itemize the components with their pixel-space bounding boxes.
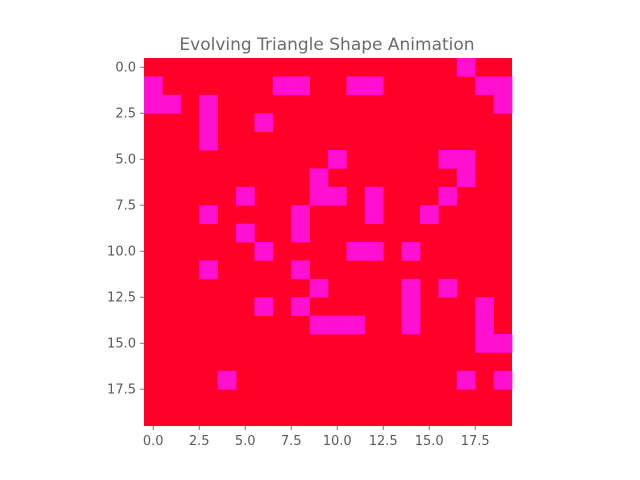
heatmap-cell [401, 278, 421, 298]
x-axis: 0.0 2.5 5.0 7.5 10.0 12.5 15.0 17.5 [143, 426, 490, 449]
heatmap-cell [364, 76, 384, 96]
heatmap-cell [199, 113, 218, 132]
heatmap-cell [456, 370, 476, 390]
heatmap-cell [162, 94, 182, 114]
x-tick-label: 15.0 [415, 434, 444, 449]
heatmap-cell [236, 223, 255, 243]
heatmap-cell [309, 186, 329, 206]
heatmap-cell [364, 205, 384, 224]
heatmap-cell [144, 94, 163, 114]
y-tick-label: 12.5 [107, 291, 136, 306]
x-tick-label: 12.5 [369, 434, 398, 449]
heatmap-cell [346, 315, 366, 335]
heatmap-cell [291, 297, 310, 316]
heatmap-cell [309, 315, 329, 335]
heatmap-cell [493, 334, 513, 353]
heatmap-cell [456, 150, 476, 169]
heatmap-cell [493, 370, 513, 390]
heatmap-cell [346, 76, 366, 96]
heatmap-cell [254, 242, 274, 261]
heatmap-cell [401, 297, 421, 316]
heatmap-cell [364, 242, 384, 261]
y-tick-label: 0.0 [115, 61, 136, 76]
chart-title: Evolving Triangle Shape Animation [179, 35, 474, 55]
heatmap-cell [493, 94, 513, 114]
heatmap-cell [401, 315, 421, 335]
y-tick-label: 7.5 [115, 199, 136, 214]
y-tick-label: 10.0 [107, 245, 136, 260]
heatmap-cell [420, 205, 439, 224]
heatmap-cell [291, 76, 310, 96]
heatmap-cell [272, 76, 292, 96]
y-tick-label: 17.5 [107, 383, 136, 398]
heatmap-cell [199, 260, 218, 280]
heatmap-cell [438, 278, 458, 298]
heatmap-cell [475, 334, 494, 353]
heatmap-cell [328, 315, 347, 335]
x-tick-label: 5.0 [235, 434, 256, 449]
heatmap-cell [309, 168, 329, 188]
heatmap-cells [144, 58, 513, 426]
heatmap-cell [456, 58, 476, 77]
heatmap-cell [254, 113, 274, 132]
heatmap-cell [401, 242, 421, 261]
heatmap-cell [475, 76, 494, 96]
heatmap-cell [346, 242, 366, 261]
heatmap-cell [199, 131, 218, 151]
heatmap-cell [456, 168, 476, 188]
x-tick-label: 0.0 [143, 434, 164, 449]
heatmap-cell [199, 94, 218, 114]
y-axis: 0.0 2.5 5.0 7.5 10.0 12.5 15.0 17.5 [107, 61, 144, 398]
heatmap-cell [364, 186, 384, 206]
x-tick-label: 7.5 [281, 434, 302, 449]
y-tick-label: 2.5 [115, 107, 136, 122]
heatmap-cell [291, 205, 310, 224]
heatmap-cell [254, 297, 274, 316]
x-tick-label: 10.0 [323, 434, 352, 449]
heatmap-cell [475, 315, 494, 335]
heatmap-cell [199, 205, 218, 224]
heatmap-cell [291, 260, 310, 280]
x-tick-label: 2.5 [189, 434, 210, 449]
heatmap-cell [493, 76, 513, 96]
heatmap-cell [328, 150, 347, 169]
heatmap-cell [438, 150, 458, 169]
heatmap-cell [438, 186, 458, 206]
heatmap-cell [236, 186, 255, 206]
heatmap-cell [291, 223, 310, 243]
x-tick-label: 17.5 [461, 434, 490, 449]
heatmap-cell [309, 278, 329, 298]
heatmap-cell [217, 370, 237, 390]
heatmap-cell [475, 297, 494, 316]
heatmap-cell [328, 186, 347, 206]
heatmap-cell [144, 76, 163, 96]
y-tick-label: 15.0 [107, 337, 136, 352]
y-tick-label: 5.0 [115, 153, 136, 168]
